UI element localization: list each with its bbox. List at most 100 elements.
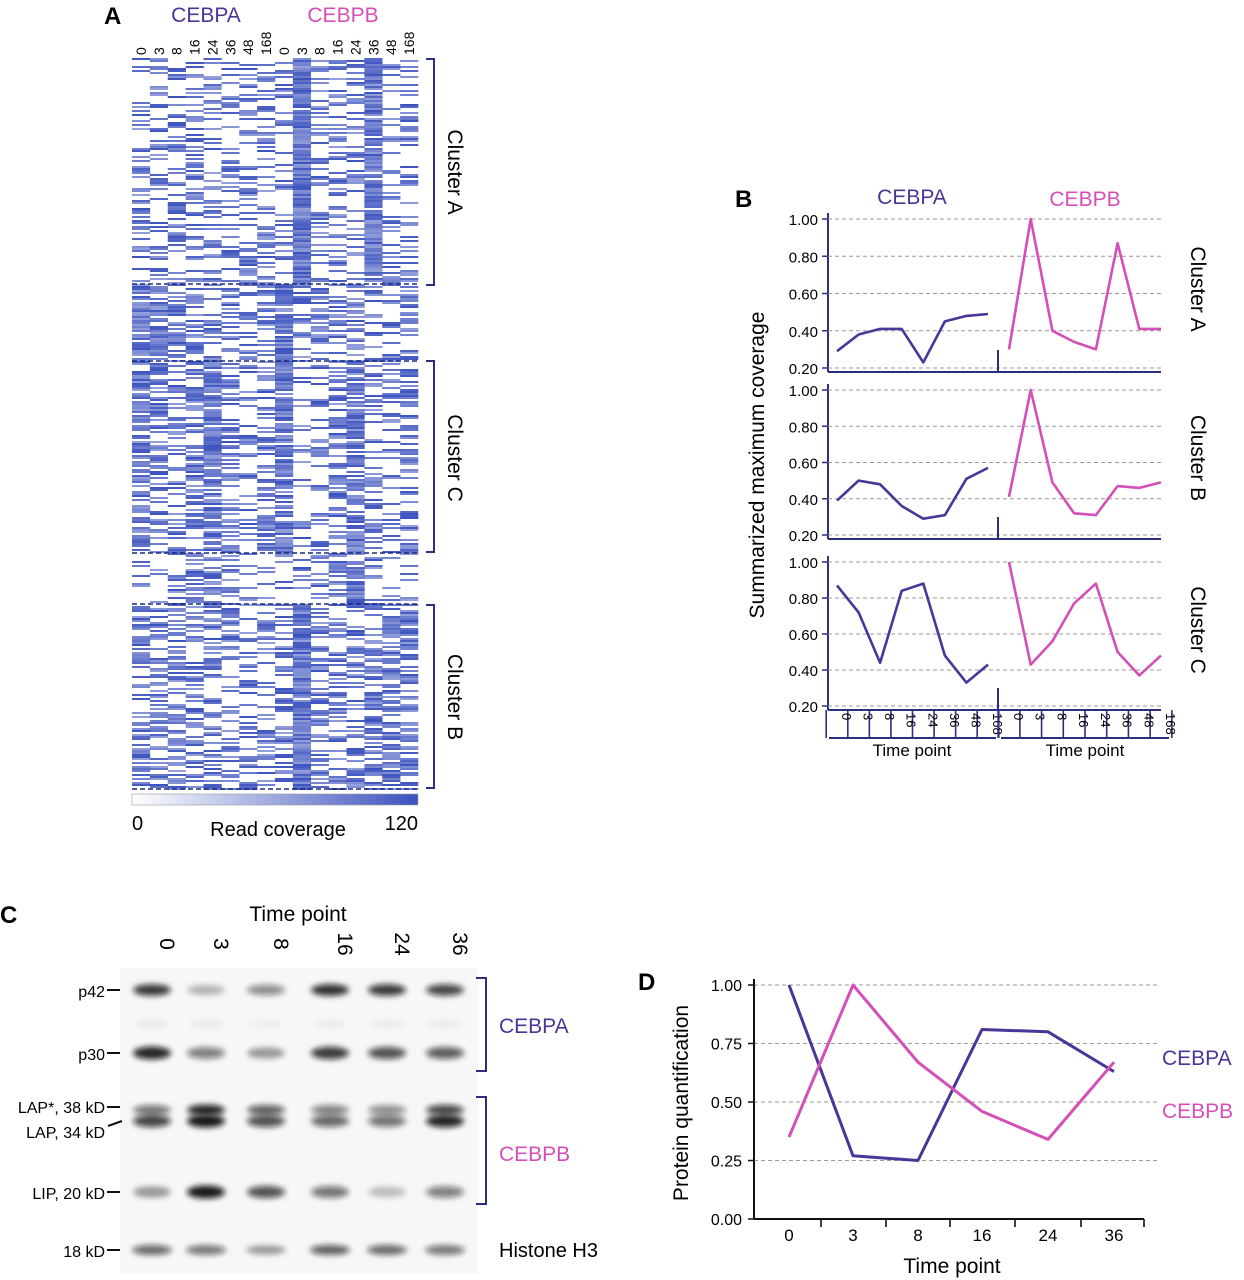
heatmap-cell [239,142,258,144]
heatmap-cell [203,772,222,774]
heatmap-cell [275,511,294,513]
heatmap-cell [400,128,419,130]
heatmap-cell [203,523,222,525]
heatmap-cell [382,670,401,672]
heatmap-cell [203,172,222,174]
heatmap-cell [310,316,329,318]
heatmap-cell [167,194,186,196]
heatmap-cell [132,529,151,531]
heatmap-cell [203,628,222,630]
heatmap-cell [310,664,329,666]
heatmap-cell [221,106,240,108]
heatmap-cell [132,754,151,756]
heatmap-cell [257,529,276,531]
heatmap-cell [185,559,204,561]
heatmap-cell [203,726,222,728]
heatmap-cell [310,334,329,336]
heatmap-cell [400,511,419,513]
heatmap-cell [328,214,347,216]
heatmap-cell [275,728,294,730]
heatmap-cell [310,774,329,776]
heatmap-cell [328,427,347,429]
heatmap-cell [203,674,222,676]
heatmap-cell [185,409,204,411]
heatmap-cell [257,190,276,192]
heatmap-cell [310,668,329,670]
heatmap-cell [167,365,186,367]
panel-b-y-tick-label: 0.60 [789,456,818,473]
heatmap-cell [132,419,151,421]
panel-d-x-tick-label: 36 [1105,1226,1124,1245]
heatmap-cell [167,493,186,495]
heatmap-cell [257,80,276,82]
heatmap-cell [292,100,312,102]
heatmap-cell [167,232,186,234]
heatmap-cell [346,174,365,176]
heatmap-cell [239,262,258,264]
blot-band [311,1046,349,1060]
heatmap-cell [328,322,347,324]
heatmap-cell [382,230,401,232]
heatmap-cell [185,320,204,322]
heatmap-cell [132,469,151,471]
heatmap-cell [292,425,312,427]
heatmap-cell [132,537,151,539]
heatmap-cell [292,172,312,174]
heatmap-cell [364,507,383,509]
panel-c-title: Time point [249,903,346,926]
heatmap-cell [167,308,186,310]
heatmap-cell [257,367,276,369]
heatmap-cell [203,463,222,465]
heatmap-cell [257,166,276,168]
heatmap-cell [203,278,222,280]
heatmap-cell [346,569,365,571]
heatmap-cell [132,770,151,772]
panel-b-y-tick-label: 0.80 [789,419,818,436]
heatmap-cell [149,350,169,352]
heatmap-cell [221,630,240,632]
heatmap-cell [382,539,401,541]
heatmap-cell [132,694,151,696]
heatmap-cell [275,513,294,515]
heatmap-cell [382,523,401,525]
heatmap-cell [328,375,347,377]
heatmap-cell [346,768,365,770]
heatmap-cell [221,427,240,429]
heatmap-cell [292,670,312,672]
heatmap-cell [328,636,347,638]
blot-band [187,1185,225,1199]
heatmap-cell [275,132,294,134]
heatmap-cell [364,668,383,670]
heatmap-cell [310,451,329,453]
heatmap-cell [185,116,204,118]
heatmap-cell [310,90,329,92]
heatmap-cell [292,98,312,100]
heatmap-cell [382,256,401,258]
heatmap-cell [364,114,383,116]
heatmap-cell [185,300,204,302]
heatmap-cell [185,395,204,397]
heatmap-cell [292,654,312,656]
heatmap-cell [364,666,383,668]
heatmap-cell [292,206,312,208]
heatmap-cell [257,465,276,467]
heatmap-cell [185,469,204,471]
heatmap-cell [149,601,169,603]
heatmap-cell [292,334,312,336]
heatmap-cell [310,298,329,300]
heatmap-cell [292,188,312,190]
heatmap-cell [257,138,276,140]
heatmap-cell [185,489,204,491]
heatmap-cell [310,523,329,525]
heatmap-cell [257,377,276,379]
heatmap-cell [382,66,401,68]
heatmap-cell [203,210,222,212]
heatmap-cell [346,543,365,545]
heatmap-cell [167,758,186,760]
heatmap-cell [382,766,401,768]
heatmap-cell [328,565,347,567]
heatmap-cell [203,589,222,591]
heatmap-col-label-15: 168 [401,31,417,55]
heatmap-cell [328,433,347,435]
heatmap-cell [400,736,419,738]
